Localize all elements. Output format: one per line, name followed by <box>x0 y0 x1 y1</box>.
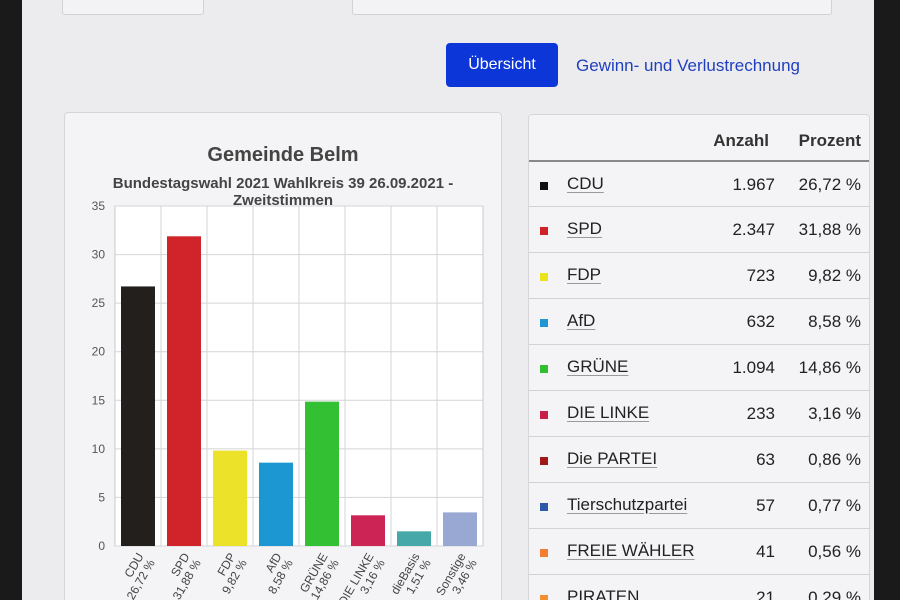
vote-percent: 26,72 % <box>798 175 861 194</box>
y-tick-label: 10 <box>92 442 106 456</box>
party-name[interactable]: SPD <box>567 219 602 238</box>
party-color-swatch <box>540 182 548 190</box>
bar-die-linke <box>351 515 385 546</box>
y-tick-label: 25 <box>92 296 106 310</box>
table-row: SPD 2.347 31,88 % <box>529 206 869 252</box>
party-name[interactable]: Tierschutzpartei <box>567 495 688 514</box>
vote-count: 63 <box>756 450 775 469</box>
vote-percent: 31,88 % <box>798 220 861 239</box>
vote-count: 1.967 <box>732 175 775 194</box>
vote-percent: 3,16 % <box>808 404 861 423</box>
vote-count: 2.347 <box>732 220 775 239</box>
party-color-swatch <box>540 273 548 281</box>
overview-button[interactable]: Übersicht <box>446 43 558 87</box>
profit-loss-link[interactable]: Gewinn- und Verlustrechnung <box>576 56 800 75</box>
column-header-percent: Prozent <box>798 131 861 150</box>
party-color-swatch <box>540 457 548 465</box>
results-table: Anzahl Prozent CDU 1.967 26,72 % SPD 2.347 31… <box>528 114 870 600</box>
party-name[interactable]: DIE LINKE <box>567 403 650 422</box>
vote-count: 57 <box>756 496 775 515</box>
top-card-right <box>352 0 832 15</box>
y-tick-label: 30 <box>92 248 106 262</box>
top-card-left <box>62 0 204 15</box>
vote-count: 632 <box>746 312 775 331</box>
party-color-swatch <box>540 319 548 327</box>
y-tick-label: 35 <box>92 199 106 213</box>
chart-subtitle: Bundestagswahl 2021 Wahlkreis 39 26.09.2… <box>112 175 454 209</box>
vote-count: 21 <box>756 588 775 600</box>
party-name[interactable]: GRÜNE <box>567 357 629 376</box>
table-row: AfD 632 8,58 % <box>529 298 869 344</box>
bar-grüne <box>305 401 339 546</box>
bar-spd <box>167 236 201 546</box>
party-color-swatch <box>540 503 548 511</box>
table-row: Die PARTEI 63 0,86 % <box>529 436 869 482</box>
chart-title: Gemeinde Belm <box>207 144 359 166</box>
chart-card: Gemeinde Belm Bundestagswahl 2021 Wahlkr… <box>64 112 502 600</box>
vote-percent: 0,77 % <box>808 496 861 515</box>
column-header-count: Anzahl <box>713 131 769 150</box>
vote-count: 41 <box>756 542 775 561</box>
party-color-swatch <box>540 549 548 557</box>
y-tick-label: 15 <box>92 393 106 407</box>
vote-count: 723 <box>746 266 775 285</box>
bar-afd <box>259 462 293 546</box>
table-row: DIE LINKE 233 3,16 % <box>529 390 869 436</box>
table-row: PIRATEN 21 0,29 % <box>529 574 869 600</box>
table-row: FDP 723 9,82 % <box>529 252 869 298</box>
table-row: Tierschutzpartei 57 0,77 % <box>529 482 869 528</box>
table-row: CDU 1.967 26,72 % <box>529 160 869 207</box>
vote-percent: 0,86 % <box>808 450 861 469</box>
table-row: GRÜNE 1.094 14,86 % <box>529 344 869 390</box>
vote-percent: 0,29 % <box>808 588 861 600</box>
party-color-swatch <box>540 365 548 373</box>
vote-percent: 9,82 % <box>808 266 861 285</box>
table-row: FREIE WÄHLER 41 0,56 % <box>529 528 869 574</box>
vote-percent: 14,86 % <box>798 358 861 377</box>
y-tick-label: 5 <box>98 490 105 504</box>
vote-count: 1.094 <box>732 358 775 377</box>
party-color-swatch <box>540 227 548 235</box>
bar-sonstige <box>443 512 477 546</box>
party-name[interactable]: FREIE WÄHLER <box>567 541 695 560</box>
party-name[interactable]: AfD <box>567 311 596 330</box>
party-name[interactable]: CDU <box>567 174 604 193</box>
party-color-swatch <box>540 411 548 419</box>
bar-diebasis <box>397 531 431 546</box>
party-name[interactable]: PIRATEN <box>567 587 640 600</box>
party-color-swatch <box>540 595 548 600</box>
app-screen: Übersicht Gewinn- und Verlustrechnung Ge… <box>22 0 874 600</box>
party-name[interactable]: Die PARTEI <box>567 449 658 468</box>
vote-count: 233 <box>746 404 775 423</box>
bar-fdp <box>213 450 247 546</box>
bar-cdu <box>121 286 155 546</box>
vote-percent: 0,56 % <box>808 542 861 561</box>
vote-percent: 8,58 % <box>808 312 861 331</box>
y-tick-label: 0 <box>98 539 105 553</box>
y-tick-label: 20 <box>92 345 106 359</box>
party-name[interactable]: FDP <box>567 265 601 284</box>
